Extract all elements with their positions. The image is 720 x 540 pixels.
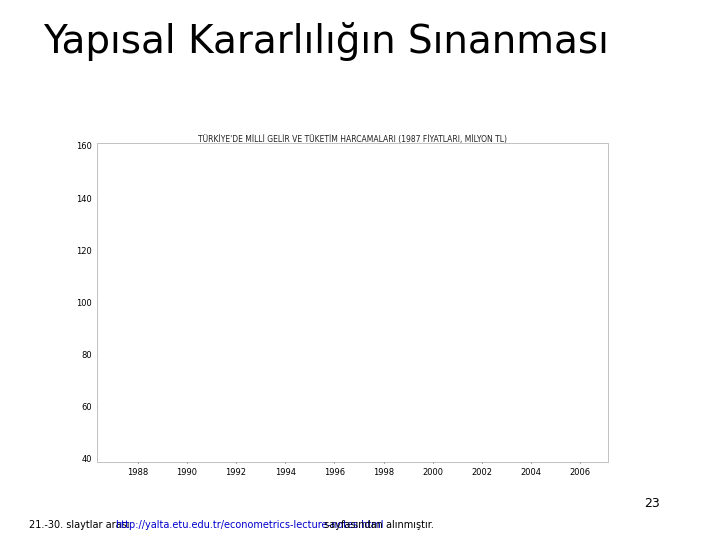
- Text: 21.-30. slaytlar arası: 21.-30. slaytlar arası: [29, 520, 132, 530]
- Text: http://yalta.etu.edu.tr/econometrics-lecture-notes.html: http://yalta.etu.edu.tr/econometrics-lec…: [115, 520, 384, 530]
- Text: Yapısal Kararlılığın Sınanması: Yapısal Kararlılığın Sınanması: [43, 22, 609, 60]
- Text: 23: 23: [644, 497, 660, 510]
- Legend: GSYH, Toplu özel nihai tüketim: GSYH, Toplu özel nihai tüketim: [105, 150, 236, 177]
- Text: sayfasından alınmıştır.: sayfasından alınmıştır.: [321, 520, 433, 530]
- Title: TÜRKİYE'DE MİLLİ GELİR VE TÜKETİM HARCAMALARI (1987 FİYATLARI, MİLYON TL): TÜRKİYE'DE MİLLİ GELİR VE TÜKETİM HARCAM…: [198, 134, 508, 144]
